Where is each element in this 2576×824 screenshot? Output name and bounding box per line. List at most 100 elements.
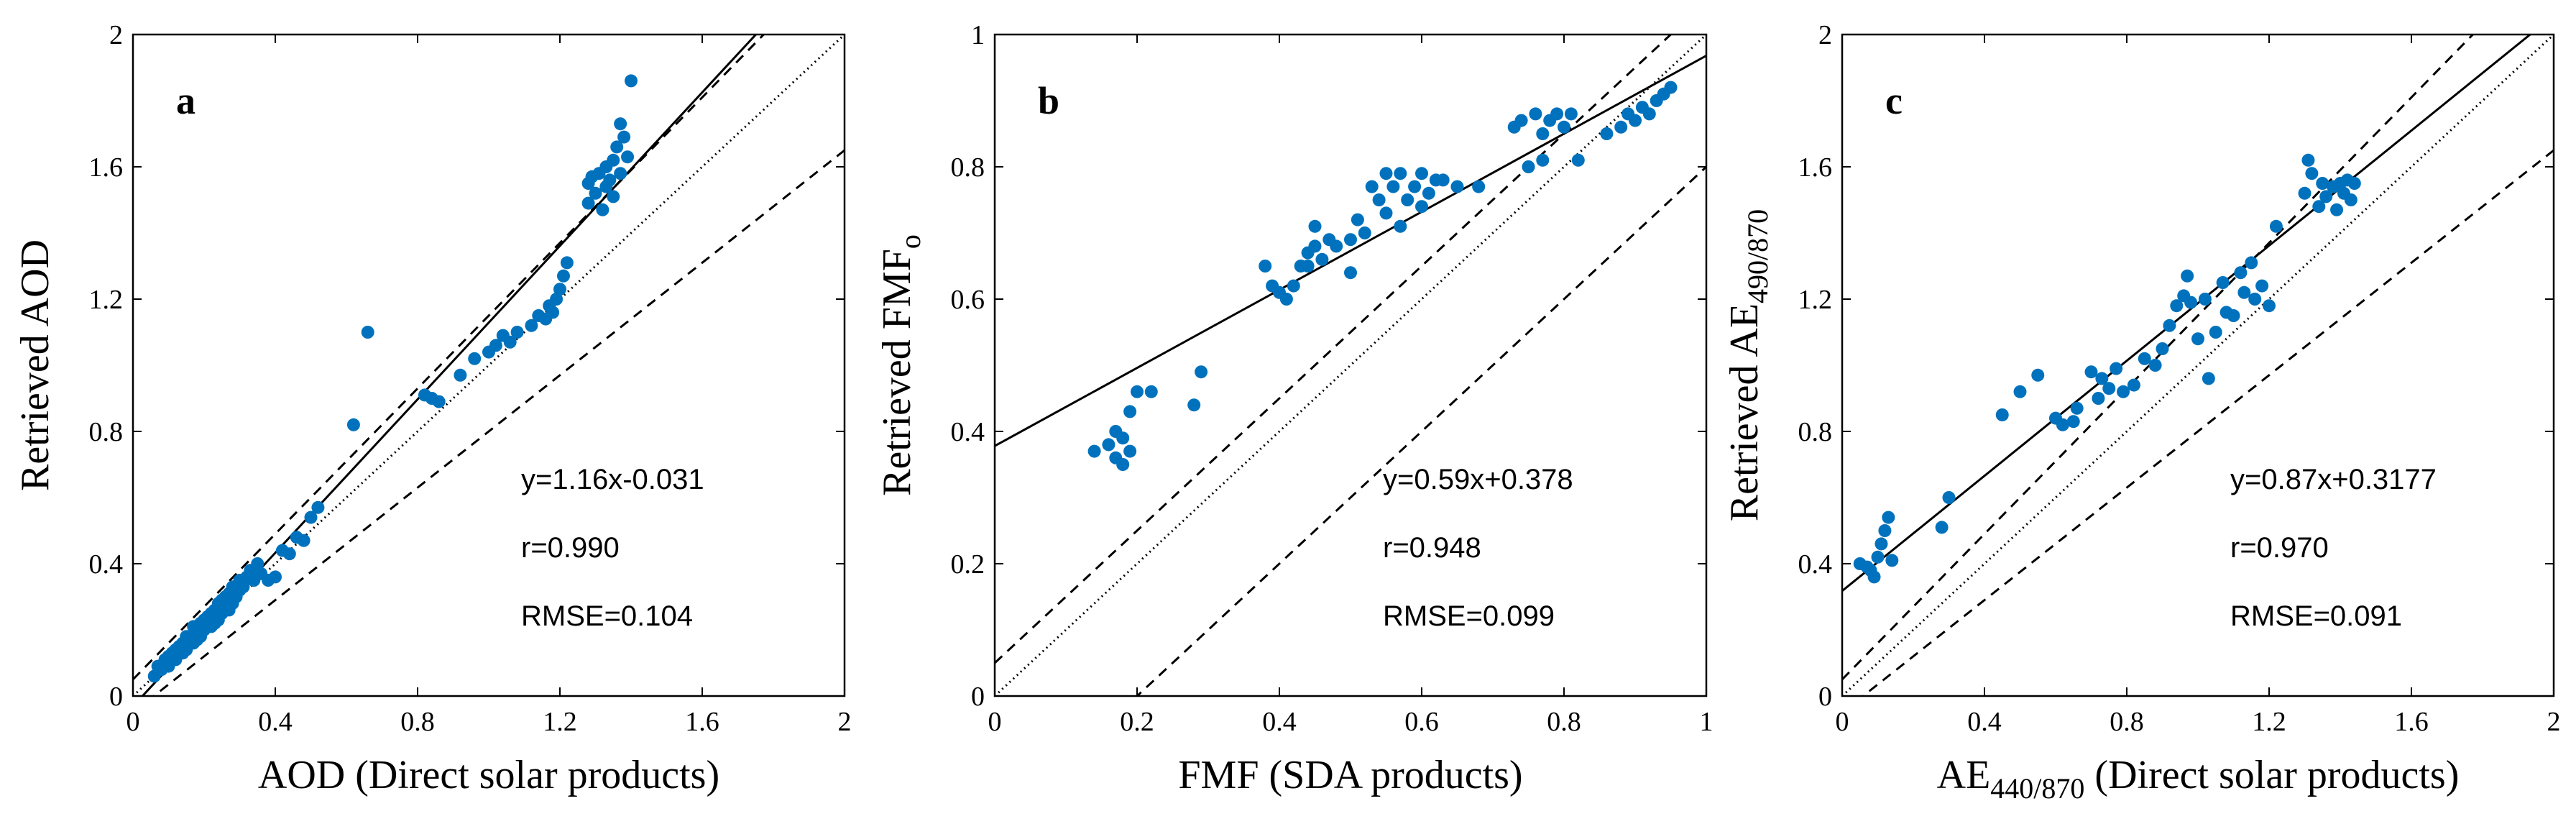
x-tick-label: 0 (1836, 707, 1849, 737)
data-point (2227, 309, 2240, 322)
data-point (621, 150, 635, 164)
data-point (614, 117, 627, 131)
data-point (607, 153, 620, 167)
data-point (614, 167, 627, 180)
one-to-one-line (995, 35, 1706, 696)
y-tick-label: 0.8 (951, 152, 985, 183)
data-point (311, 500, 325, 514)
upper-envelope-line (133, 35, 765, 681)
data-point (1379, 167, 1393, 180)
data-point (2344, 193, 2358, 206)
stat-text: y=0.59x+0.378 (1383, 464, 1573, 495)
data-point (1408, 180, 1422, 193)
reference-lines (995, 35, 1706, 696)
data-point (1344, 233, 1357, 247)
y-tick-label: 0.4 (89, 549, 124, 580)
x-tick-label: 0 (126, 707, 140, 737)
data-point (2156, 342, 2169, 355)
data-point (2066, 415, 2080, 429)
data-point (1882, 511, 1895, 524)
panel-b: 0 0.2 0.4 0.6 0.8 1 0 0.2 0.4 0.6 0.8 1 b y=0.59x+0.3… (875, 20, 1714, 797)
data-point (2117, 385, 2130, 398)
data-point (2127, 378, 2140, 392)
data-point (525, 319, 538, 332)
data-point (1144, 385, 1158, 398)
data-point (1123, 405, 1137, 418)
data-point (468, 352, 482, 365)
data-point (1600, 127, 1614, 140)
data-point (1550, 107, 1564, 121)
data-point (304, 511, 318, 524)
y-tick-label: 0.8 (89, 417, 124, 447)
data-point (510, 326, 524, 339)
data-point (1935, 521, 1949, 534)
data-point (2305, 167, 2319, 180)
panel-a: 0 0.4 0.8 1.2 1.6 2 0 0.4 0.8 1.2 1.6 2 a y=1.16x-0.0… (13, 20, 852, 797)
data-point (1187, 398, 1201, 412)
x-tick-label: 1.2 (543, 707, 577, 737)
data-point (282, 547, 296, 561)
x-tick-label: 0.8 (400, 707, 435, 737)
data-point (2070, 401, 2084, 415)
x-tick-label: 1.6 (685, 707, 719, 737)
data-point (2209, 326, 2222, 339)
data-point (1867, 570, 1881, 584)
data-point (625, 74, 638, 88)
data-point (1874, 537, 1888, 551)
data-point (1536, 127, 1550, 140)
regression-line (995, 55, 1706, 447)
data-point (2298, 186, 2312, 200)
panel-c: 0 0.4 0.8 1.2 1.6 2 0 0.4 0.8 1.2 1.6 2 c y=0.87x+0.3… (1722, 20, 2561, 805)
y-tick-label: 0.4 (951, 417, 985, 447)
data-point (2138, 352, 2151, 365)
x-axis-label: AE440/870 (Direct solar products) (1937, 753, 2460, 805)
x-axis-label: AOD (Direct solar products) (258, 753, 719, 797)
data-point (236, 580, 250, 594)
x-tick-label: 0.4 (1967, 707, 2002, 737)
data-point (346, 418, 360, 431)
data-point (2216, 276, 2230, 289)
x-tick-label: 0.6 (1404, 707, 1439, 737)
axes-frame (132, 33, 846, 697)
data-point (1394, 167, 1407, 180)
data-point (2312, 200, 2326, 214)
x-tick-label: 0.8 (1547, 707, 1581, 737)
data-point (2148, 359, 2162, 372)
data-point (1472, 180, 1486, 193)
data-point (297, 534, 310, 547)
data-point (596, 203, 610, 216)
data-point (556, 269, 570, 283)
data-point (560, 256, 574, 270)
data-point (1308, 219, 1322, 233)
data-point (607, 190, 620, 203)
data-point (1116, 458, 1130, 471)
data-point (1344, 266, 1357, 280)
data-point (1379, 206, 1393, 220)
lower-envelope-line (152, 149, 845, 696)
data-point (610, 140, 624, 154)
panel-letter: b (1038, 79, 1059, 122)
data-point (2347, 177, 2361, 190)
data-point (2031, 368, 2045, 382)
data-point (1436, 173, 1450, 187)
data-point (589, 186, 602, 200)
data-point (1571, 153, 1585, 167)
data-point (1942, 491, 1956, 504)
x-tick-label: 0 (988, 707, 1002, 737)
x-tick-label: 1 (1700, 707, 1714, 737)
scatter-points (1087, 81, 1678, 471)
reference-lines (1842, 35, 2554, 696)
data-point (1279, 293, 1293, 306)
data-point (1102, 438, 1116, 452)
data-point (1287, 279, 1300, 293)
data-point (1450, 180, 1464, 193)
lower-envelope-line (1861, 149, 2554, 696)
data-point (251, 557, 264, 570)
upper-envelope-line (1842, 35, 2475, 681)
x-tick-label: 1.6 (2394, 707, 2429, 737)
data-point (2269, 219, 2283, 233)
y-tick-label: 1.2 (89, 285, 124, 315)
data-point (2202, 372, 2215, 385)
data-point (1394, 219, 1407, 233)
